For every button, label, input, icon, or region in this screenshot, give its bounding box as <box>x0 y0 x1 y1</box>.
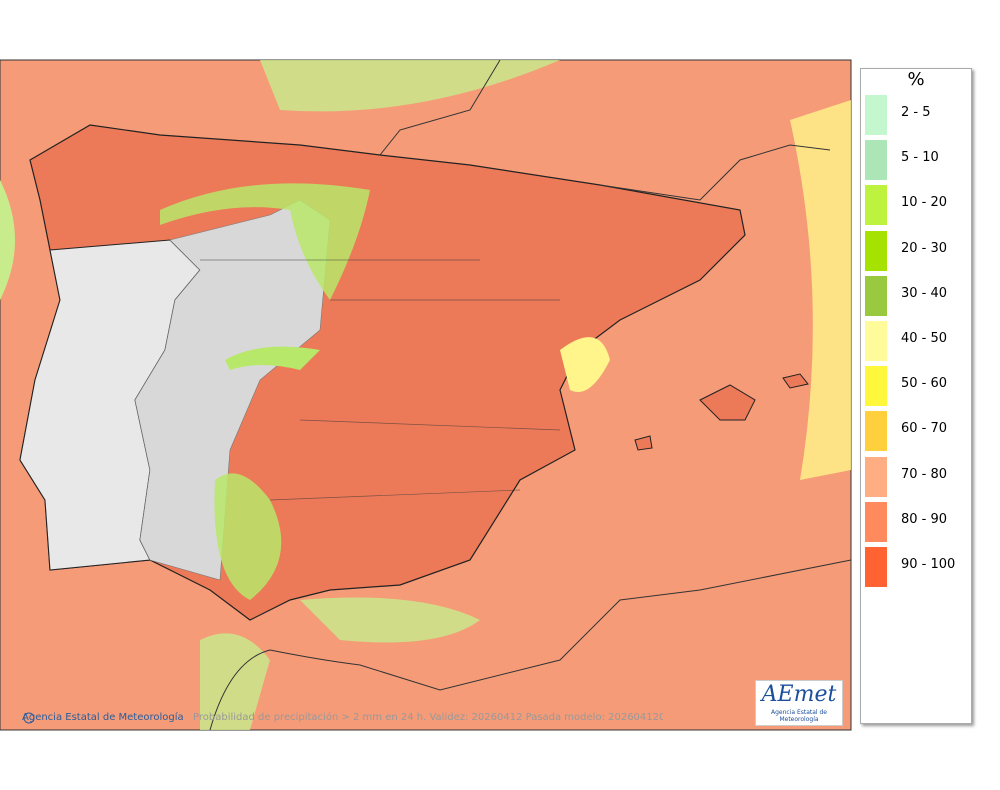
copyright-icon <box>23 712 35 724</box>
logo: AEmet Agencia Estatal de Meteorología <box>755 680 843 726</box>
yellow-patch <box>560 337 610 392</box>
legend-swatch <box>865 230 887 271</box>
legend-label: 30 - 40 <box>901 285 948 301</box>
green-band <box>225 346 320 370</box>
legend-label: 40 - 50 <box>901 331 948 346</box>
east-yellow <box>790 100 851 480</box>
legend-swatch <box>865 456 887 497</box>
caption: Probabilidad de precipitación > 2 mm en … <box>193 712 663 723</box>
legend-item: 40 - 50 <box>865 321 969 361</box>
map <box>0 59 852 731</box>
legend-title: % <box>907 69 925 90</box>
west-green <box>0 180 15 300</box>
legend-item: 2 - 5 <box>865 95 969 135</box>
legend-swatch <box>865 275 887 316</box>
legend-item: 20 - 30 <box>865 230 969 271</box>
legend-label: 20 - 30 <box>901 240 948 256</box>
logo-subtitle: Agencia Estatal de Meteorología <box>770 709 827 723</box>
legend-item: 5 - 10 <box>865 140 969 181</box>
legend-swatch <box>865 185 887 226</box>
mallorca <box>699 384 756 421</box>
legend-item: 30 - 40 <box>865 275 969 316</box>
legend-item: 70 - 80 <box>865 456 969 497</box>
legend-label: 80 - 90 <box>901 511 948 527</box>
legend-swatch <box>865 366 887 407</box>
legend-label: 90 - 100 <box>901 557 956 572</box>
credit: Agencia Estatal de Meteorología <box>22 712 184 723</box>
logo-name: AEmet <box>761 682 837 707</box>
legend-item: 60 - 70 <box>865 411 969 452</box>
legend-swatch <box>865 501 887 542</box>
legend-item: 80 - 90 <box>865 501 969 542</box>
legend-item: 90 - 100 <box>865 547 969 587</box>
legend-label: 2 - 5 <box>901 105 931 120</box>
legend-label: 50 - 60 <box>901 376 948 392</box>
legend-label: 5 - 10 <box>901 150 939 166</box>
south-green <box>300 597 480 643</box>
legend-item: 50 - 60 <box>865 366 969 407</box>
legend-item: 10 - 20 <box>865 185 969 226</box>
green-band <box>214 473 282 600</box>
ibiza <box>634 435 653 451</box>
menorca <box>782 373 809 389</box>
green-band <box>160 183 370 300</box>
legend-label: 60 - 70 <box>901 421 948 437</box>
france-coast <box>379 59 831 201</box>
legend-swatch <box>865 321 887 361</box>
legend: % 2 - 5 5 - 10 10 - 20 20 - 30 30 - 40 40 - 5… <box>860 68 972 724</box>
north-green <box>0 60 560 112</box>
legend-swatch <box>865 95 887 135</box>
legend-label: 10 - 20 <box>901 195 948 211</box>
africa-coast <box>209 559 852 731</box>
legend-swatch <box>865 411 887 452</box>
legend-swatch <box>865 547 887 587</box>
legend-label: 70 - 80 <box>901 466 948 482</box>
region-border <box>200 259 561 501</box>
legend-swatch <box>865 140 887 181</box>
